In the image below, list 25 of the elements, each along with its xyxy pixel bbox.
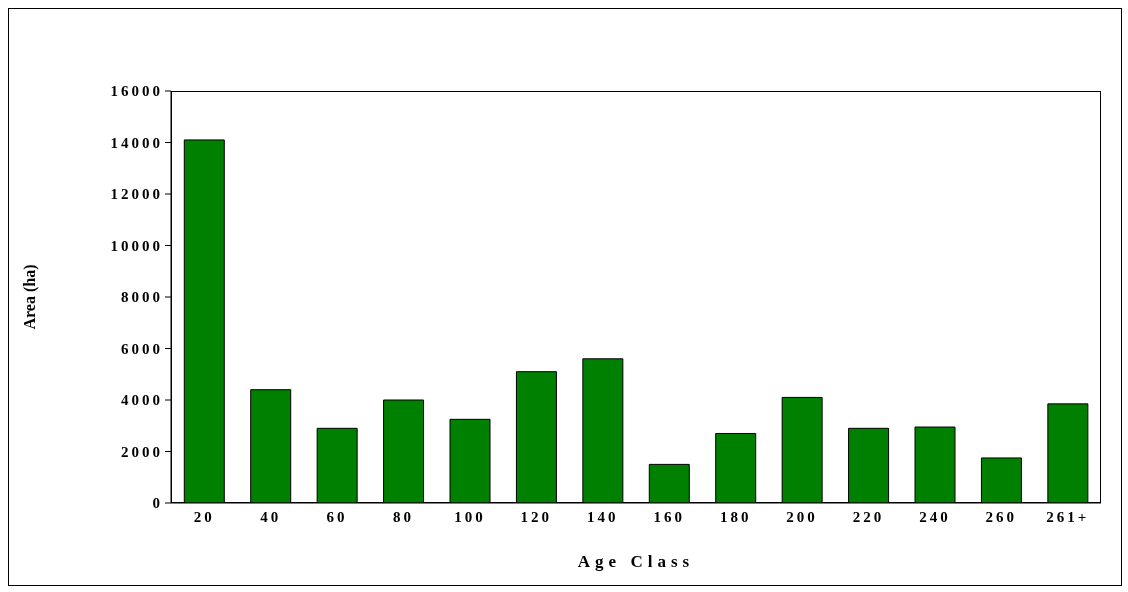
- y-tick-label: 0: [152, 495, 163, 512]
- x-tick-label: 80: [393, 508, 414, 525]
- x-tick-label: 120: [520, 508, 553, 525]
- x-tick-label: 60: [326, 508, 348, 525]
- y-tick-label: 14000: [110, 134, 163, 151]
- y-tick-label: 12000: [110, 186, 163, 203]
- y-tick-label: 4000: [121, 392, 163, 409]
- x-tick-label: 260: [985, 508, 1018, 525]
- x-tick-label: 20: [193, 508, 215, 525]
- y-tick-label: 6000: [121, 340, 163, 357]
- y-tick-label: 2000: [121, 443, 163, 460]
- x-tick-label: 100: [454, 508, 486, 525]
- x-tick-label: 160: [653, 508, 685, 525]
- y-tick-label: 10000: [110, 237, 163, 254]
- x-tick-label: 261+: [1046, 508, 1090, 525]
- x-tick-label: 200: [786, 508, 818, 525]
- x-tick-label: 220: [852, 508, 885, 525]
- y-tick-label: 16000: [110, 83, 163, 100]
- x-tick-label: 140: [587, 508, 619, 525]
- x-tick-label: 40: [260, 508, 282, 525]
- x-tick-label: 240: [919, 508, 951, 525]
- x-tick-label: 180: [719, 508, 752, 525]
- x-axis-title: Age Class: [577, 552, 695, 571]
- y-axis-title: Area (ha): [20, 264, 39, 330]
- y-tick-label: 8000: [121, 289, 163, 306]
